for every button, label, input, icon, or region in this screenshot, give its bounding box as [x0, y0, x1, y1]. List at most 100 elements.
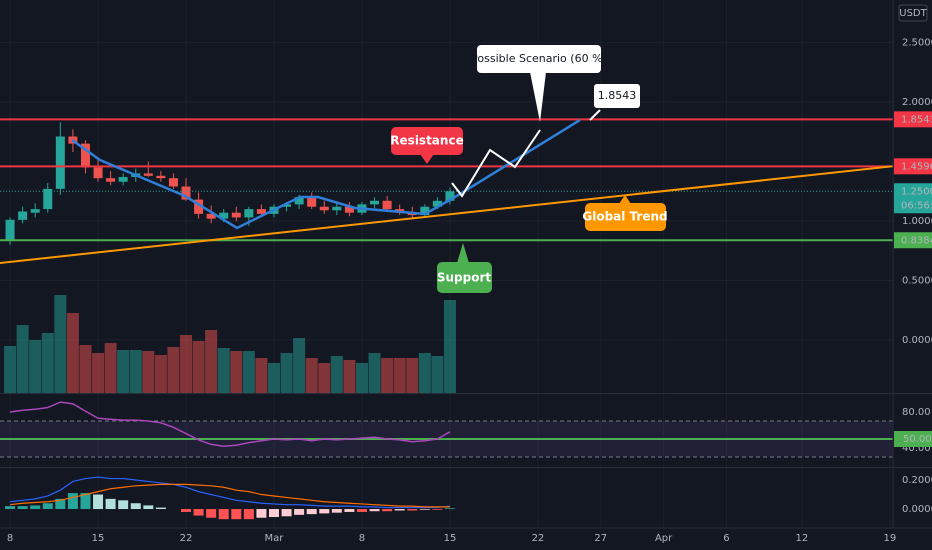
macd-histogram-bar [93, 494, 104, 510]
macd-histogram-bar [105, 498, 116, 510]
macd-histogram-bar [331, 509, 342, 513]
candle-body [194, 199, 204, 214]
countdown: 06:56:14 [901, 200, 932, 211]
macd-histogram-bar [206, 509, 217, 518]
rsi-line [9, 401, 451, 447]
candle-body [420, 206, 430, 216]
callout-text: 1.8543 [598, 89, 637, 102]
macd-histogram-bar [130, 503, 141, 510]
callout-text: Support [437, 271, 492, 285]
candle-body [432, 200, 442, 207]
candle-body [256, 209, 266, 214]
volume-bar [443, 300, 456, 393]
volume-bar [180, 335, 193, 393]
macd-histogram-bar [432, 509, 443, 510]
candle-body [307, 197, 317, 207]
price-axis-bg [893, 0, 932, 550]
candle-body [332, 206, 342, 211]
macd-histogram-bar [369, 509, 380, 512]
candle-body [206, 213, 216, 219]
macd-histogram-bar [344, 509, 355, 512]
candle-body [30, 209, 40, 213]
global-trend-line [0, 161, 932, 264]
callout-text: Global Trend [582, 210, 667, 224]
level-label-bg [894, 111, 932, 128]
candle-body [244, 209, 254, 218]
level-label-bg [894, 158, 932, 175]
candle-body [168, 178, 178, 187]
y-tick-label: 80.00 [902, 407, 931, 418]
macd-histogram-bar [193, 509, 204, 516]
volume-bar [318, 363, 331, 393]
candle-body [80, 143, 90, 168]
macd-histogram-bar [55, 498, 66, 510]
callout-box [477, 45, 601, 73]
scenario-path [451, 129, 541, 198]
volume-bar [104, 343, 117, 393]
macd-histogram-bar [394, 509, 405, 511]
macd-line [9, 483, 450, 508]
volume-bar [393, 358, 406, 393]
candle-body [93, 167, 103, 179]
candle-body [319, 206, 329, 211]
volume-bar [343, 360, 356, 393]
macd-histogram-bar [281, 509, 292, 517]
volume-bar [54, 295, 67, 393]
volume-bar [117, 350, 130, 393]
volume-bar [381, 358, 394, 393]
macd-histogram-bar [319, 509, 330, 514]
volume-bar [29, 340, 42, 393]
volume-bar [66, 313, 79, 393]
candle-body [156, 175, 166, 179]
callout-box [437, 262, 492, 293]
macd-histogram-bar [30, 505, 41, 510]
volume-bar [330, 356, 343, 393]
volume-bar [205, 330, 218, 393]
volume-bar [242, 351, 255, 393]
candle-body [106, 178, 116, 182]
volume-bar [41, 333, 54, 393]
volume-bar [431, 356, 444, 393]
macd-histogram-bar [382, 509, 393, 512]
x-tick-label: 22 [180, 533, 193, 544]
candle-body [18, 211, 28, 220]
x-tick-label: 6 [723, 533, 729, 544]
x-tick-label: 15 [444, 533, 457, 544]
x-tick-label: 8 [359, 533, 365, 544]
macd-histogram-bar [243, 509, 254, 520]
callout-pointer [457, 243, 469, 263]
macd-histogram-bar [407, 509, 418, 511]
macd-line [9, 476, 451, 509]
x-tick-label: 22 [532, 533, 545, 544]
candle-body [382, 200, 392, 210]
volume-bar [305, 358, 318, 393]
trend-path [71, 118, 581, 230]
candle-body [5, 219, 15, 241]
macd-histogram-bar [118, 500, 129, 510]
candle-body [445, 191, 455, 201]
pointer [589, 109, 601, 121]
marks [0, 118, 893, 520]
x-tick-label: 19 [883, 533, 896, 544]
level-label: 1.8543 [901, 114, 932, 125]
macd-histogram-bar [181, 509, 192, 512]
callout-pointer [530, 72, 546, 122]
candle-body [370, 200, 380, 205]
macd-histogram-bar [67, 493, 78, 510]
macd-histogram-bar [356, 509, 367, 512]
volume-bar [293, 338, 306, 393]
level-label: 1.4596 [901, 161, 932, 172]
macd-histogram-bar [268, 509, 279, 518]
callout-box [391, 127, 463, 155]
callout-text: Resistance [390, 134, 463, 148]
volume-bar [16, 325, 29, 393]
macd-histogram-bar [17, 506, 28, 510]
candle-body [143, 173, 153, 176]
